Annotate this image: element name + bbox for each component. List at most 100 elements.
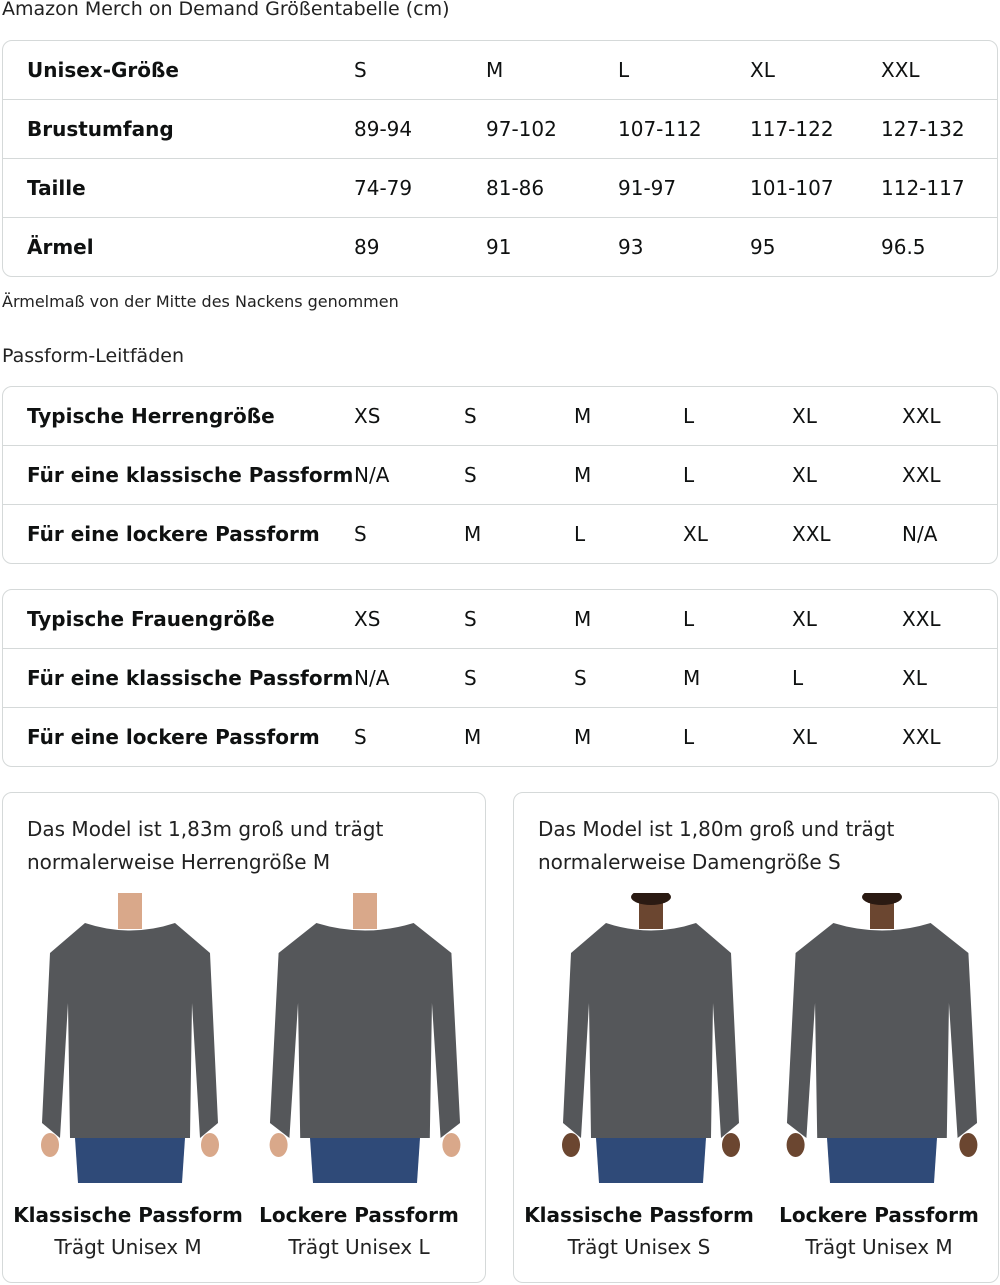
caption-line: normalerweise Damengröße S — [538, 850, 841, 874]
table-cell: 107-112 — [618, 117, 702, 141]
women-model-card: Das Model ist 1,80m groß und trägt normal… — [513, 792, 999, 1283]
table-cell: XXL — [902, 404, 941, 428]
table-cell: M — [574, 404, 592, 428]
table-cell: 91 — [486, 235, 512, 259]
table-cell: XL — [792, 404, 817, 428]
fit-name: Klassische Passform — [524, 1203, 754, 1227]
table-cell: S — [354, 58, 367, 82]
fit-size-worn: Trägt Unisex M — [54, 1235, 202, 1259]
table-cell: S — [574, 666, 587, 690]
table-cell: XL — [683, 522, 708, 546]
model-photo — [551, 889, 751, 1193]
table-row: Für eine lockere Passform S M M L XL XXL — [3, 707, 997, 766]
caption-line: Das Model ist 1,80m groß und trägt — [538, 817, 895, 841]
sleeve-note: Ärmelmaß von der Mitte des Nackens genom… — [2, 292, 399, 311]
table-cell: 74-79 — [354, 176, 413, 200]
table-cell: S — [354, 725, 367, 749]
caption-line: Das Model ist 1,83m groß und trägt — [27, 817, 384, 841]
table-cell: XXL — [902, 463, 941, 487]
row-label: Typische Herrengröße — [27, 404, 275, 428]
table-cell: 89-94 — [354, 117, 413, 141]
table-cell: S — [464, 404, 477, 428]
table-cell: 89 — [354, 235, 380, 259]
table-row: Ärmel 89 91 93 95 96.5 — [3, 217, 997, 276]
row-label: Unisex-Größe — [27, 58, 179, 82]
table-cell: XS — [354, 404, 381, 428]
table-cell: 81-86 — [486, 176, 545, 200]
fit-size-worn: Trägt Unisex S — [567, 1235, 711, 1259]
fit-name: Klassische Passform — [13, 1203, 243, 1227]
table-cell: 97-102 — [486, 117, 557, 141]
table-cell: L — [683, 725, 695, 749]
caption-line: normalerweise Herrengröße M — [27, 850, 331, 874]
table-cell: M — [464, 522, 482, 546]
fit-guide-heading: Passform-Leitfäden — [2, 345, 184, 367]
row-label: Für eine lockere Passform — [27, 522, 320, 546]
table-cell: M — [574, 725, 592, 749]
table-cell: XL — [902, 666, 927, 690]
table-cell: L — [574, 522, 586, 546]
table-cell: M — [574, 463, 592, 487]
table-row: Für eine klassische Passform N/A S S M L XL — [3, 648, 997, 707]
page-title: Amazon Merch on Demand Größentabelle (cm… — [2, 0, 450, 20]
table-cell: N/A — [354, 666, 390, 690]
fit-name: Lockere Passform — [779, 1203, 979, 1227]
table-row: Taille 74-79 81-86 91-97 101-107 112-117 — [3, 158, 997, 217]
table-row: Unisex-Größe S M L XL XXL — [3, 41, 997, 99]
table-cell: XXL — [902, 607, 941, 631]
table-cell: XL — [792, 463, 817, 487]
table-cell: S — [464, 607, 477, 631]
table-cell: XXL — [792, 522, 831, 546]
table-row: Brustumfang 89-94 97-102 107-112 117-122 127-… — [3, 99, 997, 158]
table-cell: 127-132 — [881, 117, 965, 141]
table-row: Für eine klassische Passform N/A S M L XL XXL — [3, 445, 997, 504]
table-cell: L — [792, 666, 804, 690]
table-cell: XS — [354, 607, 381, 631]
table-cell: S — [464, 666, 477, 690]
table-cell: M — [574, 607, 592, 631]
fit-name: Lockere Passform — [259, 1203, 459, 1227]
table-row: Typische Herrengröße XS S M L XL XXL — [3, 387, 997, 445]
row-label: Typische Frauengröße — [27, 607, 275, 631]
table-row: Typische Frauengröße XS S M L XL XXL — [3, 590, 997, 648]
table-cell: 101-107 — [750, 176, 834, 200]
model-photo — [30, 893, 230, 1193]
size-table: Unisex-Größe S M L XL XXL Brustumfang 89-94 97-1… — [2, 40, 998, 277]
men-fit-table: Typische Herrengröße XS S M L XL XXL Für eine k… — [2, 386, 998, 564]
table-cell: N/A — [902, 522, 938, 546]
model-caption: Das Model ist 1,83m groß und trägt normal… — [27, 813, 383, 879]
table-cell: 93 — [618, 235, 644, 259]
table-cell: M — [683, 666, 701, 690]
row-label: Taille — [27, 176, 86, 200]
table-cell: L — [683, 404, 695, 428]
row-label: Für eine lockere Passform — [27, 725, 320, 749]
men-model-card: Das Model ist 1,83m groß und trägt normal… — [2, 792, 486, 1283]
table-cell: M — [486, 58, 504, 82]
table-cell: M — [464, 725, 482, 749]
fit-size-worn: Trägt Unisex L — [288, 1235, 430, 1259]
fit-size-worn: Trägt Unisex M — [805, 1235, 953, 1259]
table-cell: 96.5 — [881, 235, 926, 259]
table-cell: L — [618, 58, 630, 82]
table-cell: 112-117 — [881, 176, 965, 200]
table-cell: XL — [750, 58, 775, 82]
table-cell: N/A — [354, 463, 390, 487]
table-row: Für eine lockere Passform S M L XL XXL N/A — [3, 504, 997, 563]
table-cell: XL — [792, 607, 817, 631]
women-fit-table: Typische Frauengröße XS S M L XL XXL Für eine k… — [2, 589, 998, 767]
model-photo — [782, 889, 982, 1193]
row-label: Für eine klassische Passform — [27, 666, 354, 690]
model-caption: Das Model ist 1,80m groß und trägt normal… — [538, 813, 894, 879]
table-cell: L — [683, 607, 695, 631]
table-cell: S — [354, 522, 367, 546]
table-cell: XXL — [902, 725, 941, 749]
row-label: Brustumfang — [27, 117, 174, 141]
table-cell: L — [683, 463, 695, 487]
table-cell: 91-97 — [618, 176, 677, 200]
table-cell: 117-122 — [750, 117, 834, 141]
row-label: Für eine klassische Passform — [27, 463, 354, 487]
table-cell: 95 — [750, 235, 776, 259]
model-photo — [265, 893, 465, 1193]
table-cell: XXL — [881, 58, 920, 82]
table-cell: S — [464, 463, 477, 487]
